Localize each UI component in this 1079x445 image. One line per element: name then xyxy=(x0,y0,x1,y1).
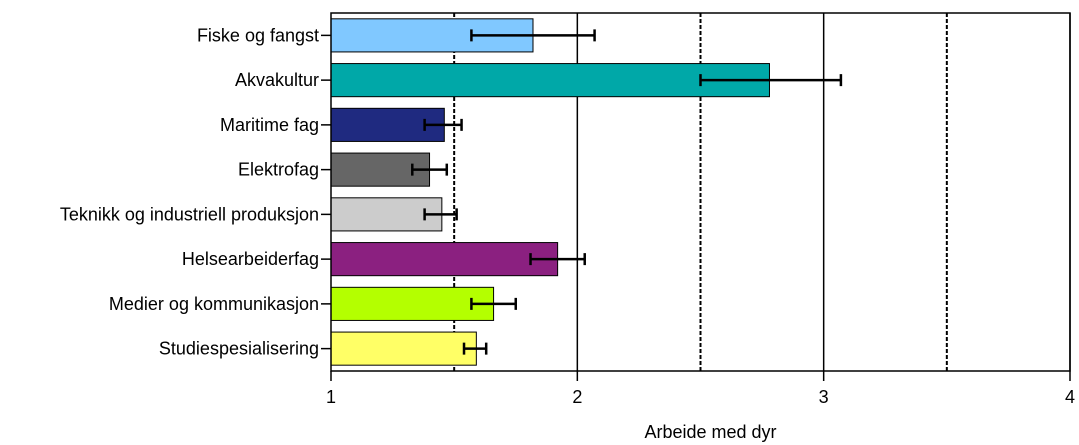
error-bars xyxy=(411,29,843,355)
category-label: Teknikk og industriell produksjon xyxy=(60,204,319,224)
x-tick-label: 3 xyxy=(819,387,829,407)
x-axis-title: Arbeide med dyr xyxy=(644,422,776,442)
bars xyxy=(330,18,770,366)
category-label: Elektrofag xyxy=(238,160,319,180)
category-label: Studiespesialisering xyxy=(159,339,319,359)
bar xyxy=(330,331,477,366)
bar xyxy=(330,286,495,321)
x-tick-label: 2 xyxy=(572,387,582,407)
plot-area-frame xyxy=(330,12,1071,372)
x-tick-label: 4 xyxy=(1065,387,1075,407)
x-tick-label: 1 xyxy=(326,387,336,407)
category-label: Helsearbeiderfag xyxy=(182,249,319,269)
category-labels: Fiske og fangst Akvakultur Maritime fag Ele… xyxy=(60,25,331,359)
bar xyxy=(330,242,559,277)
category-label: Maritime fag xyxy=(220,115,319,135)
category-label: Fiske og fangst xyxy=(197,25,319,45)
bar xyxy=(330,63,770,98)
category-label: Medier og kommunikasjon xyxy=(109,294,319,314)
category-label: Akvakultur xyxy=(235,70,319,90)
x-axis: 1 2 3 4 xyxy=(326,371,1075,407)
